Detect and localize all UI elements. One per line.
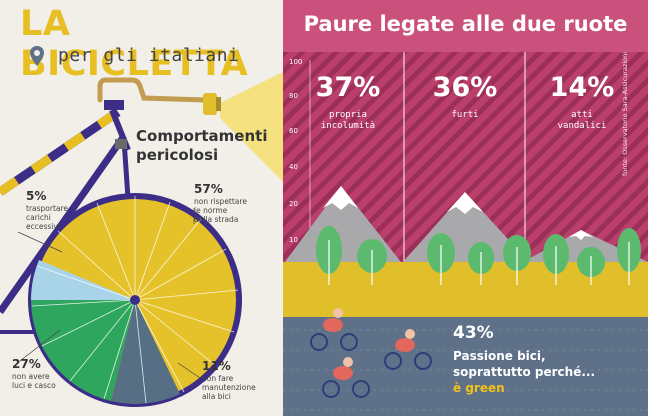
fear-label: furti [451,110,479,120]
location-pin-icon [30,46,44,66]
y-tick: 100 [289,58,303,66]
fear-label: propria incolumità [320,110,376,131]
light-beam [220,72,283,182]
segment-pct: 11% [202,359,231,373]
fears-title: Paure legate alle due ruote [303,12,628,36]
fear-pct: 14% [549,72,615,103]
cyclist-icon [310,308,358,351]
segment-pct: 27% [12,357,41,371]
passion-text: Passione bici, soprattutto perché... [453,349,596,379]
segment-label: non avere luci e casco [12,372,56,390]
fear-pct: 36% [432,72,498,103]
segment-label: non rispettare le norme della strada [194,197,247,224]
behaviours-title: Comportamenti pericolosi [136,127,268,164]
segment-label: non fare manutenzione alla bici [202,374,256,401]
fear-pct: 37% [315,72,381,103]
y-tick: 60 [289,127,298,135]
passion-green: è green [453,381,505,395]
y-tick: 40 [289,163,298,171]
segment-pct: 57% [194,182,223,196]
headlight-icon [203,93,217,115]
segment-pct: 5% [26,189,47,203]
source-note: fonte: Osservatorio Sara-Assicurazioni [621,51,629,176]
cyclist-icon [384,329,432,370]
segment-label: trasportare carichi eccessivi [26,204,69,231]
bicycle-illustration [0,72,283,407]
passion-pct: 43% [453,323,494,343]
subtitle: per gli italiani [58,45,240,66]
y-tick: 80 [289,92,298,100]
bicycle-panel: LA BICICLETTA per gli italiani [0,0,283,416]
fear-label: atti vandalici [557,110,607,131]
title: LA BICICLETTA [20,4,249,84]
fears-background [283,0,648,416]
cyclist-icon [322,357,370,398]
y-tick: 10 [289,236,298,244]
fears-panel: Paure legate alle due ruote 100 80 60 40… [283,0,648,416]
y-tick: 20 [289,200,298,208]
